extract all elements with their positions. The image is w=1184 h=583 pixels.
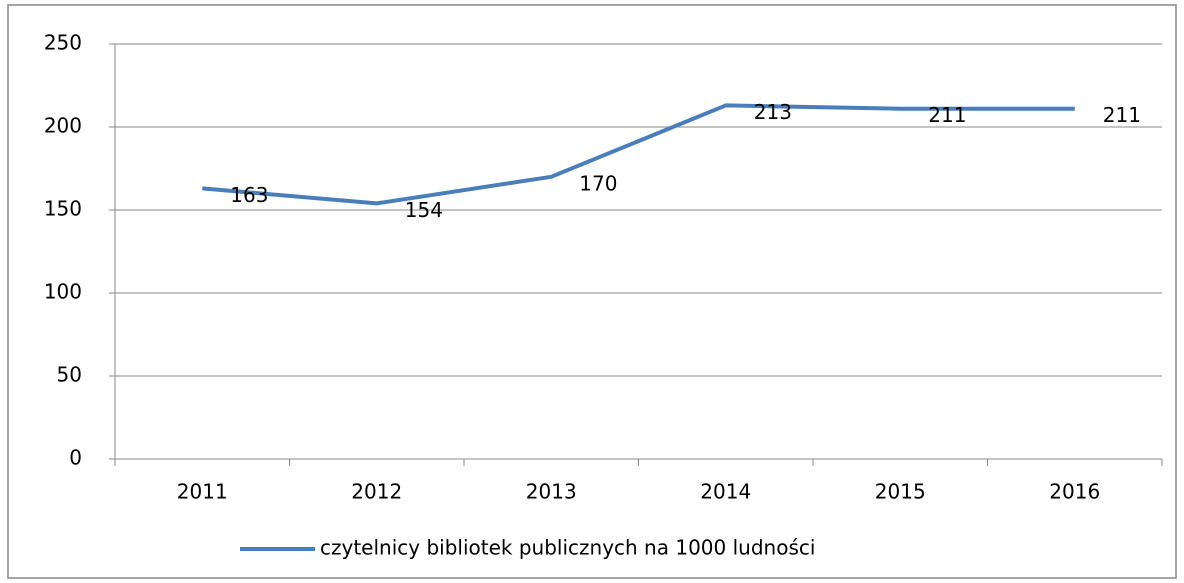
x-tick-label: 2013 [526, 480, 577, 504]
y-tick-label: 200 [44, 114, 82, 138]
x-tick-label: 2011 [177, 480, 228, 504]
chart-border [7, 4, 1177, 579]
y-tick-label: 100 [44, 280, 82, 304]
data-label: 170 [579, 171, 617, 195]
legend-label: czytelnicy bibliotek publicznych na 1000… [320, 536, 815, 560]
data-label: 154 [405, 198, 443, 222]
y-tick-label: 0 [69, 446, 82, 470]
y-tick-label: 50 [57, 363, 82, 387]
y-tick-label: 250 [44, 31, 82, 55]
data-label: 211 [928, 103, 966, 127]
x-tick-label: 2016 [1049, 480, 1100, 504]
y-tick-label: 150 [44, 197, 82, 221]
x-tick-label: 2015 [875, 480, 926, 504]
data-label: 211 [1103, 103, 1141, 127]
data-label: 163 [230, 183, 268, 207]
x-tick-label: 2014 [700, 480, 751, 504]
data-label: 213 [754, 100, 792, 124]
series-line [202, 103, 1075, 206]
x-tick-label: 2012 [351, 480, 402, 504]
